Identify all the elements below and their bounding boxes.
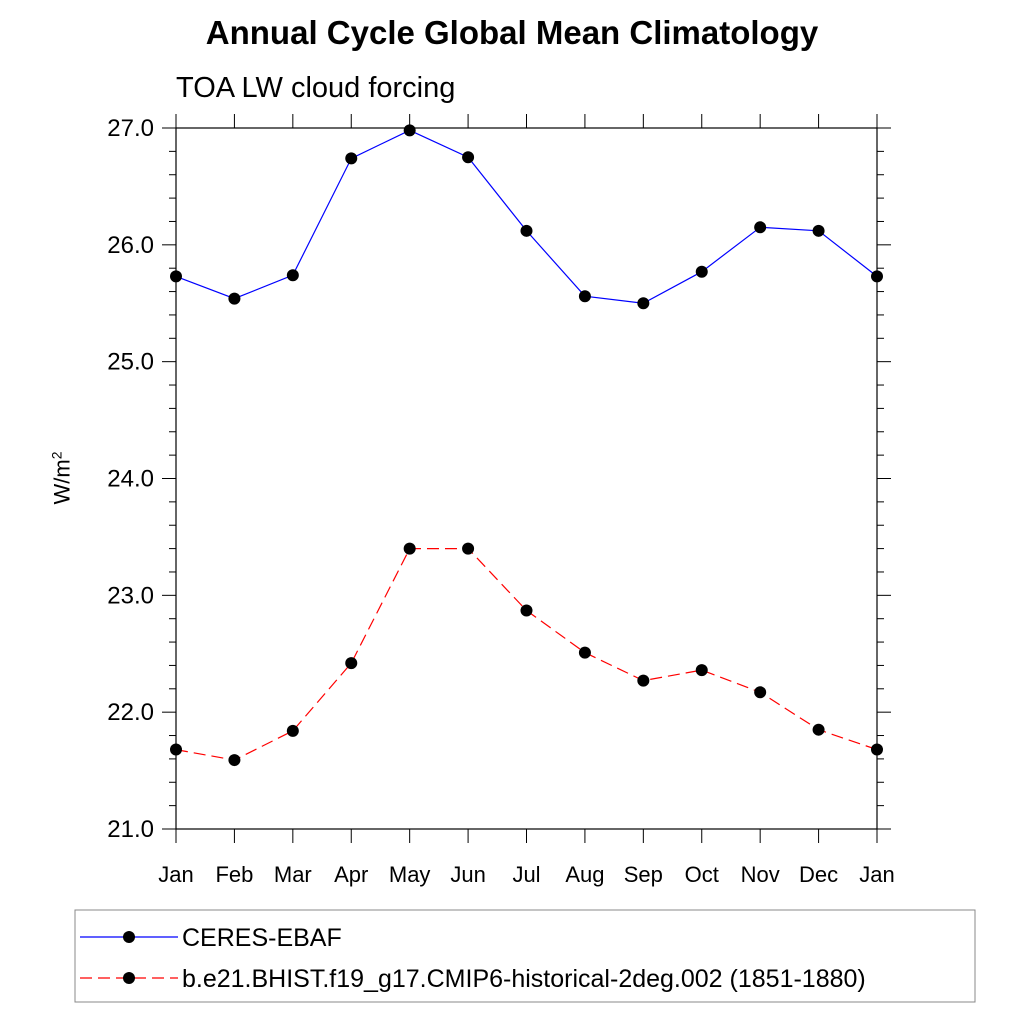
data-point xyxy=(637,674,650,687)
series-line xyxy=(175,129,878,304)
x-tick-label: Jan xyxy=(859,862,894,887)
data-point xyxy=(754,221,767,234)
y-tick-label: 24.0 xyxy=(107,466,154,493)
x-tick-label: Aug xyxy=(565,862,604,887)
x-tick-label: Mar xyxy=(274,862,312,887)
series-2 xyxy=(170,542,883,767)
data-point xyxy=(403,542,416,555)
data-point xyxy=(462,542,475,555)
x-tick-label: Jul xyxy=(512,862,540,887)
y-tick-label: 27.0 xyxy=(107,115,154,142)
data-point xyxy=(578,290,591,303)
chart-subtitle: TOA LW cloud forcing xyxy=(176,72,456,104)
tick-labels: 21.0 22.0 23.0 24.0 25.0 26.0 27.0 Jan Feb Mar Apr… xyxy=(107,115,894,887)
legend-label: b.e21.BHIST.f19_g17.CMIP6-historical-2de… xyxy=(182,965,866,993)
y-tick-label: 26.0 xyxy=(107,232,154,259)
data-point xyxy=(637,297,650,310)
data-point xyxy=(871,270,883,283)
x-tick-label: Apr xyxy=(334,862,368,887)
y-tick-label: 21.0 xyxy=(107,816,154,843)
data-point xyxy=(754,686,767,699)
y-tick-label: 22.0 xyxy=(107,699,154,726)
legend-marker xyxy=(123,972,135,984)
data-point xyxy=(462,151,475,164)
series-line xyxy=(175,547,878,761)
legend-box xyxy=(74,909,976,1003)
data-point xyxy=(812,723,825,736)
y-tick-label: 25.0 xyxy=(107,349,154,376)
x-tick-label: Nov xyxy=(741,862,780,887)
x-tick-label: Oct xyxy=(685,862,719,887)
legend: CERES-EBAF b.e21.BHIST.f19_g17.CMIP6-hist… xyxy=(74,909,976,1003)
data-point xyxy=(170,743,182,756)
data-point xyxy=(520,604,533,617)
x-tick-label: Sep xyxy=(624,862,663,887)
legend-label: CERES-EBAF xyxy=(182,924,342,952)
data-point xyxy=(228,292,241,305)
x-tick-label: Feb xyxy=(215,862,253,887)
data-point xyxy=(286,269,299,282)
data-point xyxy=(520,224,533,237)
axis-ticks xyxy=(162,114,891,843)
data-point xyxy=(403,124,416,137)
x-tick-label: May xyxy=(389,862,431,887)
data-point xyxy=(695,664,708,677)
data-point xyxy=(871,743,883,756)
series-1 xyxy=(170,124,883,310)
data-point xyxy=(812,224,825,237)
data-point xyxy=(695,265,708,278)
series-layer xyxy=(170,124,883,767)
x-tick-label: Dec xyxy=(799,862,838,887)
data-point xyxy=(170,270,182,283)
chart-title: Annual Cycle Global Mean Climatology xyxy=(205,14,819,51)
legend-marker xyxy=(123,931,135,943)
x-tick-label: Jun xyxy=(450,862,485,887)
data-point xyxy=(345,657,358,670)
y-tick-label: 23.0 xyxy=(107,582,154,609)
data-point xyxy=(578,646,591,659)
x-tick-label: Jan xyxy=(158,862,193,887)
data-point xyxy=(286,724,299,737)
data-point xyxy=(345,152,358,165)
data-point xyxy=(228,754,241,767)
